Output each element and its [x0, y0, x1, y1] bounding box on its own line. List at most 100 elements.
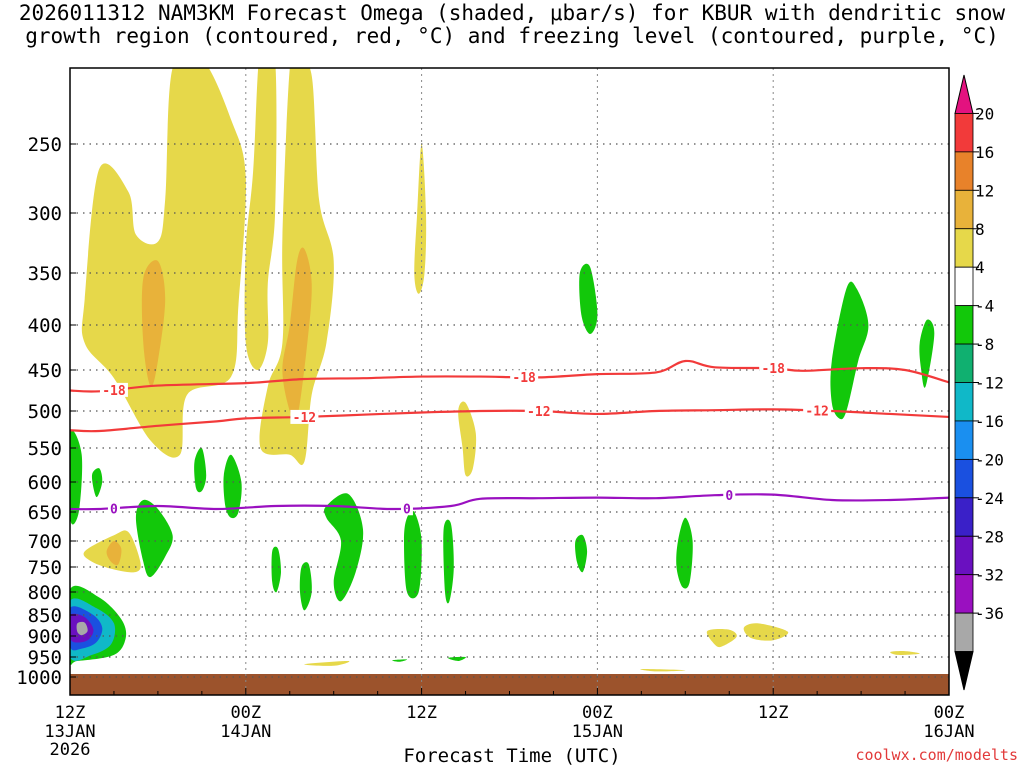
- upward-omega-940: [890, 651, 920, 655]
- x-tick-label-0: 12Z: [55, 703, 86, 723]
- upward-omega-near-sfc-1: [304, 660, 350, 666]
- downward-omega-700-c: [324, 493, 364, 602]
- upward-omega-thin-300: [414, 144, 427, 294]
- x-tick-label-36: 00Z: [582, 703, 613, 723]
- downward-omega-700: [135, 499, 173, 578]
- dgz-lower-label-bg: [524, 404, 553, 418]
- x-tick-date-36: 15JAN: [572, 722, 623, 742]
- freezing-level-label: 0: [725, 489, 733, 504]
- dgz-lower-label-bg: [290, 409, 319, 424]
- colorbar-label-9: -20: [975, 450, 1004, 469]
- ground-fill: [70, 674, 949, 695]
- x-tick-date-60: 16JAN: [923, 722, 974, 742]
- x-tick-label-60: 00Z: [934, 703, 965, 723]
- colorbar-box-13: [954, 574, 974, 614]
- y-tick-label-400: 400: [28, 315, 62, 337]
- upward-omega-core-left: [141, 260, 166, 387]
- upward-omega-near-sfc-2: [640, 668, 686, 672]
- colorbar-label-6: -8: [975, 335, 994, 354]
- colorbar-box-12: [954, 535, 974, 576]
- downward-omega-950-a: [392, 659, 408, 662]
- downward-omega-750: [404, 510, 422, 599]
- upward-omega-low-left-core: [106, 540, 122, 566]
- colorbar-box-3: [954, 189, 974, 230]
- freezing-level-label-bg: [107, 501, 120, 516]
- y-tick-label-700: 700: [28, 531, 62, 553]
- downward-omega-600-b: [223, 454, 242, 519]
- y-tick-label-600: 600: [28, 472, 62, 494]
- x-tick-label-24: 12Z: [406, 703, 437, 723]
- downward-omega-420-b: [919, 319, 935, 388]
- dgz-upper-label: -18: [512, 371, 536, 386]
- colorbar-label-2: 12: [975, 181, 994, 200]
- colorbar-box-14: [954, 612, 974, 652]
- y-tick-label-900: 900: [28, 626, 62, 648]
- y-tick-label-350: 350: [28, 263, 62, 285]
- colorbar-label-4: 4: [975, 258, 985, 277]
- y-tick-label-650: 650: [28, 502, 62, 524]
- downward-omega-710: [575, 534, 588, 573]
- y-tick-label-550: 550: [28, 438, 62, 460]
- dgz-lower-label: -12: [805, 405, 828, 420]
- x-tick-year-0: 2026: [50, 740, 91, 760]
- colorbar-box-2: [954, 151, 974, 191]
- colorbar-box-11: [954, 497, 974, 537]
- colorbar-box-7: [954, 343, 974, 383]
- dgz-lower-line: [69, 408, 950, 433]
- title-line-2: growth region (contoured, red, °C) and f…: [25, 24, 999, 48]
- dgz-upper-line: [69, 359, 950, 393]
- dgz-lower-label: -12: [527, 405, 550, 420]
- omega-shading: [70, 68, 935, 672]
- colorbar-box-9: [954, 420, 974, 460]
- y-tick-label-750: 750: [28, 557, 62, 579]
- y-tick-label-800: 800: [28, 582, 62, 604]
- dgz-upper-label: -18: [102, 384, 126, 399]
- title-line-1: 2026011312 NAM3KM Forecast Omega (shaded…: [18, 1, 1006, 25]
- colorbar-label-13: -36: [975, 604, 1004, 623]
- colorbar-label-1: 16: [975, 143, 994, 162]
- pressure-axis: 2503003504004505005506006507007508008509…: [16, 134, 950, 695]
- dgz-upper-label: -18: [761, 362, 785, 377]
- colorbar-label-3: 8: [975, 220, 985, 239]
- strong-downward-core-5: [76, 621, 88, 636]
- freezing-level-label-bg: [400, 501, 413, 516]
- y-tick-label-1000: 1000: [16, 667, 62, 689]
- downward-omega-580: [194, 447, 207, 493]
- colorbar-box-10: [954, 458, 974, 499]
- colorbar-label-8: -16: [975, 412, 1004, 431]
- chart-title: 2026011312 NAM3KM Forecast Omega (shaded…: [0, 2, 1024, 48]
- freezing-level-line: [69, 493, 950, 511]
- colorbar-top-triangle: [954, 74, 974, 114]
- downward-omega-370: [579, 263, 598, 334]
- x-tick-date-0: 13JAN: [44, 722, 95, 742]
- colorbar-label-11: -28: [975, 527, 1004, 546]
- dgz-upper-label-bg: [99, 382, 128, 397]
- y-tick-label-450: 450: [28, 360, 62, 382]
- downward-omega-760: [271, 546, 282, 593]
- colorbar-box-8: [954, 382, 974, 422]
- dgz-upper-label-bg: [510, 370, 539, 385]
- freezing-level-label: 0: [110, 502, 118, 517]
- downward-omega-420: [830, 281, 869, 420]
- colorbar-box-4: [954, 228, 974, 268]
- colorbar-box-1: [954, 113, 974, 153]
- y-tick-label-950: 950: [28, 647, 62, 669]
- downward-omega-750-b: [443, 519, 454, 604]
- x-tick-label-48: 12Z: [758, 703, 789, 723]
- upward-omega-900-b: [743, 623, 789, 641]
- colorbar-label-10: -24: [975, 489, 1004, 508]
- y-tick-label-300: 300: [28, 203, 62, 225]
- y-tick-label-850: 850: [28, 605, 62, 627]
- colorbar-box-6: [954, 305, 974, 345]
- colorbar-label-12: -32: [975, 566, 1004, 585]
- x-tick-date-12: 14JAN: [220, 722, 271, 742]
- dgz-lower-label-bg: [803, 403, 832, 418]
- downward-omega-720: [676, 517, 693, 589]
- upward-omega-900-a: [706, 629, 737, 648]
- colorbar-bottom-triangle: [954, 651, 974, 691]
- contour-lines: -18 -18 -18 -12 -12 -12 0 0 0: [69, 359, 950, 517]
- colorbar-label-5: -4: [975, 297, 994, 316]
- upward-omega-520: [458, 401, 477, 477]
